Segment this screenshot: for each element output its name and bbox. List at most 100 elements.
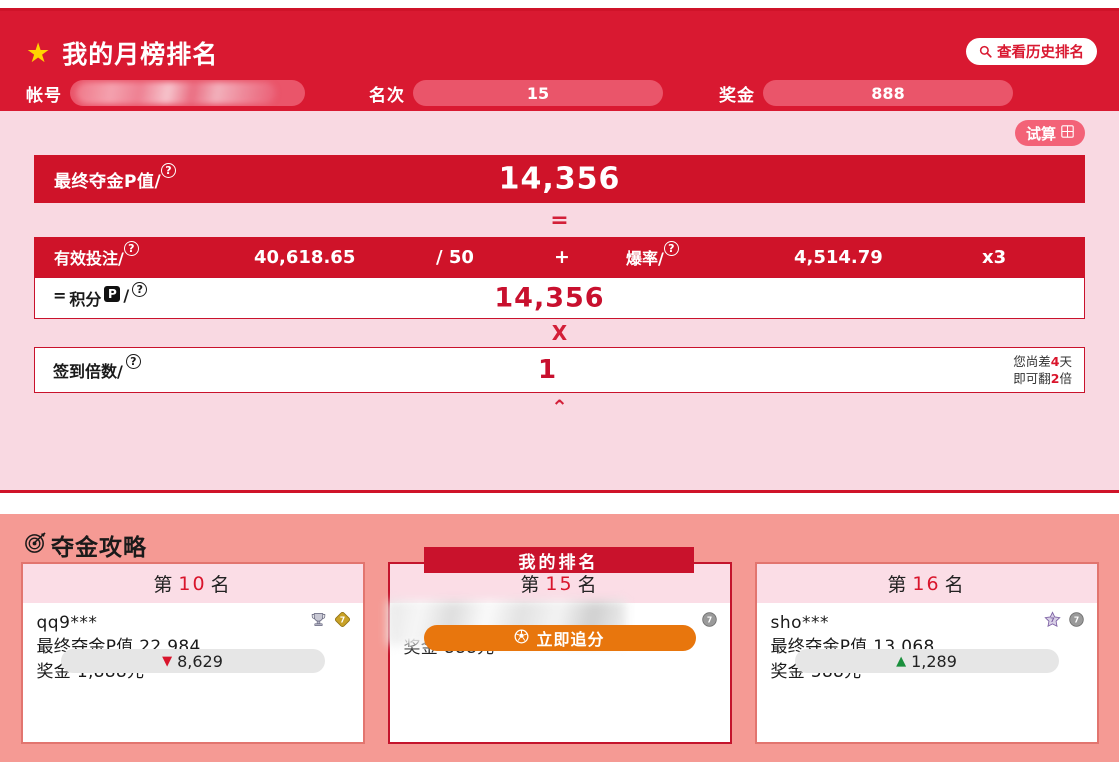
target-icon <box>24 531 47 560</box>
signin-hint-note: 您尚差4天 即可翻2倍 <box>1013 353 1072 387</box>
delta-up-arrow-icon: ▲ <box>896 653 907 669</box>
trial-calculation-label: 试算 <box>1025 124 1056 143</box>
delta-value: 1,289 <box>911 651 957 671</box>
view-history-rank-button[interactable]: 查看历史排名 <box>966 38 1097 65</box>
trophy-badge-icon <box>310 611 327 632</box>
operator-multiply: X <box>551 321 568 345</box>
question-mark-icon[interactable]: ? <box>132 282 148 297</box>
my-monthly-rank-panel: ★ 我的月榜排名 查看历史排名 帐号 名次 15 <box>0 8 1119 493</box>
signin-hint-1-post: 天 <box>1059 354 1072 369</box>
rank-prefix: 第 <box>887 574 909 596</box>
rank-delta: ▼ 8,629 <box>60 649 325 673</box>
rank-field: 名次 15 <box>369 80 663 106</box>
rank-value: 15 <box>413 80 663 106</box>
rank-delta: ▲ 1,289 <box>794 649 1059 673</box>
view-history-rank-label: 查看历史排名 <box>997 45 1084 61</box>
rank-label: 名次 <box>369 85 405 106</box>
question-mark-icon[interactable]: ? <box>161 162 177 178</box>
page-title: ★ 我的月榜排名 <box>26 35 218 71</box>
signin-hint-2-num: 2 <box>1050 371 1060 386</box>
final-p-value-row: 最终夺金P值/ ? 14,356 <box>34 155 1085 203</box>
my-rank-banner: 我的排名 <box>423 547 694 573</box>
rank-prefix: 第 <box>520 574 542 596</box>
calculator-icon <box>1061 124 1074 142</box>
badge-group: 7 <box>701 611 718 632</box>
prize-field: 奖金 888 <box>719 80 1013 106</box>
burst-rate-label-text: 爆率/ <box>626 249 664 268</box>
svg-text:7: 7 <box>1050 616 1054 624</box>
trial-calc-row: 试算 <box>34 111 1085 155</box>
points-label-text: 积分 <box>69 290 102 309</box>
account-field: 帐号 <box>26 80 305 106</box>
search-icon <box>979 45 992 58</box>
circle-7-badge-icon: 7 <box>1068 611 1085 632</box>
signin-hint-line-1: 您尚差4天 <box>1013 353 1072 370</box>
rank-suffix: 名 <box>944 574 966 596</box>
page-title-text: 我的月榜排名 <box>62 40 219 69</box>
points-slash: / <box>123 286 130 305</box>
signin-multiplier-label: 签到倍数/ ? <box>53 354 141 382</box>
points-label: = 积分 P / ? <box>53 282 148 310</box>
chase-points-button[interactable]: 立即追分 <box>423 625 696 651</box>
question-mark-icon[interactable]: ? <box>125 354 141 369</box>
signin-multiplier-row: 签到倍数/ ? 1 您尚差4天 即可翻2倍 <box>34 347 1085 393</box>
points-prefix: = <box>53 286 67 305</box>
rank-suffix: 名 <box>210 574 232 596</box>
trial-calculation-button[interactable]: 试算 <box>1014 120 1085 146</box>
burst-rate-label: 爆率/ ? <box>626 241 679 269</box>
operator-equals: = <box>550 207 569 233</box>
signin-hint-1-num: 4 <box>1050 354 1060 369</box>
signin-hint-1-pre: 您尚差 <box>1013 354 1051 369</box>
rank-number: 15 <box>545 572 574 595</box>
rank-card-header: 第 16 名 <box>756 564 1097 603</box>
question-mark-icon[interactable]: ? <box>663 241 679 256</box>
points-row: = 积分 P / ? 14,356 <box>34 277 1085 319</box>
purple-star-badge-icon: 7 <box>1043 611 1061 632</box>
rank-suffix: 名 <box>577 574 599 596</box>
soccer-ball-icon <box>514 629 529 648</box>
final-p-value-amount: 14,356 <box>498 161 621 197</box>
signin-hint-2-post: 倍 <box>1059 371 1072 386</box>
collapse-toggle[interactable]: ⌃ <box>551 395 568 419</box>
points-value: 14,356 <box>494 282 605 314</box>
star-icon: ★ <box>26 37 52 69</box>
badge-group: 7 <box>310 611 351 632</box>
svg-text:7: 7 <box>706 616 711 625</box>
formula-row: 有效投注/ ? 40,618.65 / 50 + 爆率/ ? 4,514.79 … <box>34 237 1085 277</box>
badge-group: 7 7 <box>1043 611 1085 632</box>
account-redaction-mask <box>76 82 276 104</box>
rank-number: 16 <box>912 572 941 595</box>
signin-multiplier-label-text: 签到倍数/ <box>53 362 123 381</box>
rank-number: 10 <box>178 572 207 595</box>
svg-text:7: 7 <box>339 616 344 625</box>
diamond-7-badge-icon: 7 <box>334 611 351 632</box>
rank-panel-header: ★ 我的月榜排名 查看历史排名 帐号 名次 15 <box>0 11 1119 111</box>
rank-prefix: 第 <box>153 574 175 596</box>
p-badge-icon: P <box>104 286 121 302</box>
burst-rate-value: 4,514.79 <box>794 246 883 268</box>
strategy-title-text: 夺金攻略 <box>51 535 147 561</box>
operator-plus: + <box>554 246 570 268</box>
rank-card-body: sho*** 最终夺金P值 13,068 奖金 588元 7 <box>757 603 1097 685</box>
final-p-value-label: 最终夺金P值/ ? <box>54 162 177 192</box>
delta-down-arrow-icon: ▼ <box>162 653 173 669</box>
valid-bet-value: 40,618.65 <box>254 246 356 268</box>
strategy-title: 夺金攻略 <box>24 528 147 562</box>
chase-points-label: 立即追分 <box>536 630 605 649</box>
signin-multiplier-value: 1 <box>537 355 557 385</box>
calculation-body: 试算 最终夺金P值/ ? 14,356 = 有效投注/ <box>0 111 1119 421</box>
svg-text:7: 7 <box>1073 616 1078 625</box>
valid-bet-label: 有效投注/ ? <box>54 241 139 269</box>
question-mark-icon[interactable]: ? <box>123 241 139 256</box>
rank-card-mine[interactable]: 我的排名 第 15 名 最终夺金P值 14,356 奖金 888元 <box>387 547 732 744</box>
prize-label: 奖金 <box>719 85 755 106</box>
prize-value: 888 <box>763 80 1013 106</box>
circle-7-badge-icon: 7 <box>701 611 718 632</box>
rank-card[interactable]: 第 10 名 qq9*** 最终夺金P值 22,984 奖金 1,888元 <box>20 562 365 744</box>
rank-card[interactable]: 第 16 名 sho*** 最终夺金P值 13,068 奖金 588元 <box>754 562 1099 744</box>
final-p-value-label-text: 最终夺金P值/ <box>54 171 162 192</box>
rank-card-body: qq9*** 最终夺金P值 22,984 奖金 1,888元 <box>23 603 363 685</box>
signin-hint-2-pre: 即可翻 <box>1013 371 1051 386</box>
rank-card-header: 第 10 名 <box>22 564 363 603</box>
account-summary-row: 帐号 名次 15 奖金 888 <box>0 75 1119 111</box>
